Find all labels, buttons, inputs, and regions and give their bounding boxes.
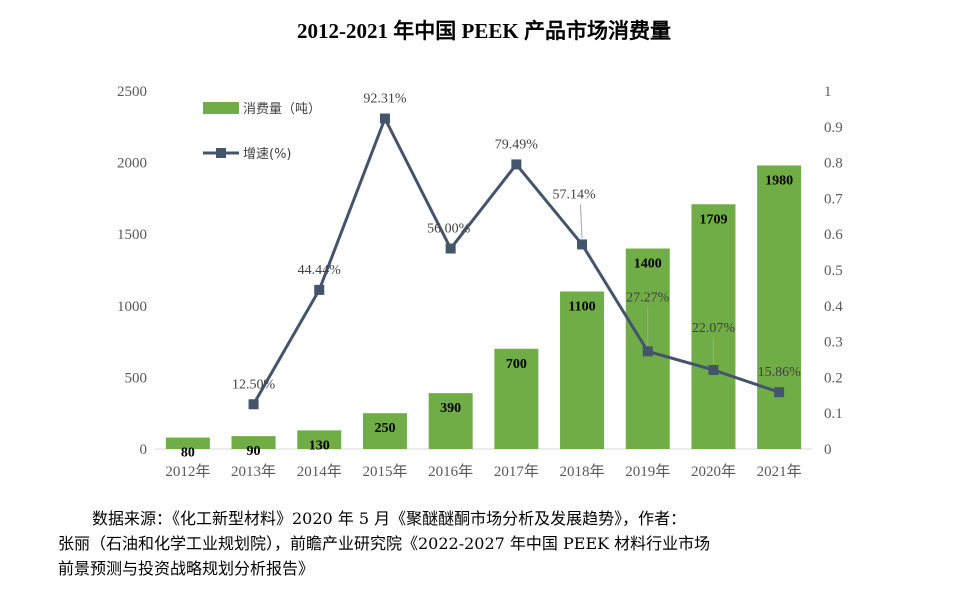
line-labels: 12.50% 44.44% 92.31% 56.00% 79.49% 57.14% 27.2… xyxy=(232,92,801,393)
bar-labels: 80 90 130 250 390 700 1100 1400 1709 1980 xyxy=(181,173,793,460)
left-axis: 0 500 1000 1500 2000 2500 xyxy=(117,84,147,458)
x-tick-label: 2021年 xyxy=(757,463,802,480)
growth-value-label: 44.44% xyxy=(298,263,342,278)
x-tick-label: 2012年 xyxy=(165,463,210,480)
right-tick-label: 0.6 xyxy=(824,227,843,243)
right-tick-label: 1 xyxy=(824,84,832,100)
growth-marker xyxy=(577,239,588,250)
legend-bar-label: 消费量（吨） xyxy=(243,102,321,117)
right-tick-label: 0.3 xyxy=(824,335,843,351)
right-tick-label: 0.1 xyxy=(824,406,843,422)
left-tick-label: 1000 xyxy=(117,299,147,315)
growth-value-label: 27.27% xyxy=(626,290,670,305)
left-tick-label: 0 xyxy=(140,442,148,458)
growth-marker xyxy=(379,113,390,124)
right-tick-label: 0.4 xyxy=(824,299,843,315)
bar xyxy=(691,204,736,449)
growth-marker xyxy=(642,346,653,357)
x-tick-label: 2018年 xyxy=(560,463,605,480)
legend-line-label: 增速(%) xyxy=(243,147,292,162)
bar xyxy=(757,165,802,450)
legend-bar-swatch xyxy=(203,102,239,114)
growth-marker xyxy=(248,399,259,410)
bar-value-label: 1980 xyxy=(765,173,793,188)
bar-value-label: 1709 xyxy=(699,212,727,227)
x-tick-label: 2017年 xyxy=(494,463,539,480)
right-axis: 0 0.1 0.2 0.3 0.4 0.5 0.6 0.7 0.8 0.9 1 xyxy=(824,84,843,458)
line-series xyxy=(248,113,785,410)
right-tick-label: 0 xyxy=(824,442,832,458)
x-tick-label: 2014年 xyxy=(297,463,342,480)
source-line-3: 前景预测与投资战略规划分析报告》 xyxy=(58,559,315,578)
right-tick-label: 0.5 xyxy=(824,263,843,279)
bar-value-label: 250 xyxy=(374,421,395,436)
left-tick-label: 500 xyxy=(125,370,148,386)
growth-marker xyxy=(774,387,785,398)
source-line-1: 数据来源：《化工新型材料》2020 年 5 月《聚醚醚酮市场分析及发展趋势》，作… xyxy=(92,509,687,528)
growth-value-label: 79.49% xyxy=(495,137,539,152)
chart-title: 2012-2021 年中国 PEEK 产品市场消费量 xyxy=(297,19,671,43)
bar-series xyxy=(165,165,802,450)
bar xyxy=(297,430,342,449)
right-tick-label: 0.9 xyxy=(824,120,843,136)
right-tick-label: 0.7 xyxy=(824,191,843,207)
bar xyxy=(362,413,407,449)
legend-line-marker xyxy=(216,148,226,158)
x-tick-label: 2015年 xyxy=(362,463,407,480)
source-line-2: 张丽（石油和化学工业规划院），前瞻产业研究院《2022-2027 年中国 PEE… xyxy=(58,534,711,553)
growth-marker xyxy=(708,364,719,375)
x-tick-label: 2020年 xyxy=(691,463,736,480)
bar-value-label: 80 xyxy=(181,446,195,461)
chart: 2012-2021 年中国 PEEK 产品市场消费量 0 500 1000 1500 2… xyxy=(117,19,843,480)
bar xyxy=(494,348,539,449)
bar-value-label: 130 xyxy=(309,438,330,453)
left-tick-label: 1500 xyxy=(117,227,147,243)
bar xyxy=(428,393,473,449)
source-note: 数据来源：《化工新型材料》2020 年 5 月《聚醚醚酮市场分析及发展趋势》，作… xyxy=(58,506,918,581)
bar-value-label: 390 xyxy=(440,401,461,416)
right-tick-label: 0.8 xyxy=(824,156,843,172)
left-tick-label: 2000 xyxy=(117,156,147,172)
growth-value-label: 57.14% xyxy=(552,187,596,202)
bar-value-label: 1100 xyxy=(568,299,595,314)
growth-marker xyxy=(314,284,325,295)
x-tick-label: 2013年 xyxy=(231,463,276,480)
growth-marker xyxy=(511,159,522,170)
growth-value-label: 15.86% xyxy=(758,365,802,380)
bar xyxy=(560,291,605,449)
bar-value-label: 1400 xyxy=(634,257,662,272)
x-axis: 2012年 2013年 2014年 2015年 2016年 2017年 2018年 2019年… xyxy=(165,463,801,480)
bar-value-label: 700 xyxy=(506,357,527,372)
left-tick-label: 2500 xyxy=(117,84,147,100)
legend: 消费量（吨） 增速(%) xyxy=(203,102,321,162)
bar-value-label: 90 xyxy=(247,444,261,459)
x-tick-label: 2019年 xyxy=(625,463,670,480)
growth-value-label: 22.07% xyxy=(692,321,736,336)
growth-value-label: 12.50% xyxy=(232,377,276,392)
growth-value-label: 56.00% xyxy=(427,222,471,237)
right-tick-label: 0.2 xyxy=(824,370,843,386)
x-tick-label: 2016年 xyxy=(428,463,473,480)
bar xyxy=(165,437,210,449)
bar xyxy=(231,436,276,449)
growth-marker xyxy=(445,243,456,254)
label-leader-line xyxy=(579,204,583,239)
growth-value-label: 92.31% xyxy=(363,92,407,107)
